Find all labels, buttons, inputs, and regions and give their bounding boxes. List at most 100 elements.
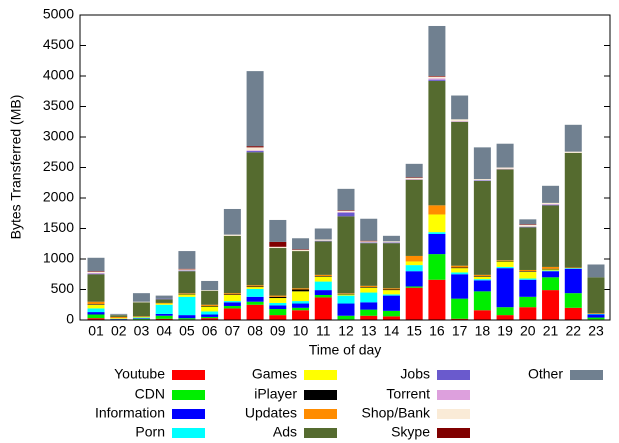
- x-tick-label: 05: [179, 323, 195, 339]
- bar-segment: [269, 248, 287, 296]
- bar-segment: [542, 185, 560, 203]
- bar-segment: [564, 151, 582, 153]
- bar-segment: [405, 179, 423, 256]
- bar-segment: [405, 177, 423, 180]
- bar-segment: [246, 296, 264, 302]
- y-tick-label: 3500: [43, 97, 74, 113]
- bar-segment: [451, 121, 469, 266]
- bar-segment: [201, 311, 219, 315]
- bar-segment: [451, 267, 469, 269]
- bar-segment: [473, 280, 491, 292]
- y-axis-label: Bytes Transferred (MB): [8, 95, 24, 240]
- bar-segment: [314, 276, 332, 277]
- bar-segment: [496, 261, 514, 267]
- bar-segment: [155, 298, 173, 300]
- bar-segment: [292, 251, 310, 289]
- bar-segment: [382, 294, 400, 296]
- bar-segment: [269, 295, 287, 297]
- bar-segment: [519, 307, 537, 320]
- bar-segment: [428, 233, 446, 255]
- bar-segment: [360, 240, 378, 242]
- bar-segment: [360, 242, 378, 244]
- bar-segment: [382, 310, 400, 317]
- bar-segment: [178, 269, 196, 271]
- bar-segment: [473, 279, 491, 281]
- bar-segment: [269, 241, 287, 247]
- bar-segment: [564, 293, 582, 308]
- x-tick-label: 12: [338, 323, 354, 339]
- bar-segment: [269, 315, 287, 320]
- bar-segment: [542, 204, 560, 206]
- bar-segment: [132, 318, 150, 320]
- bar-segment: [519, 271, 537, 279]
- bar-segment: [246, 147, 264, 151]
- bar-segment: [87, 271, 105, 272]
- x-tick-label: 02: [111, 323, 127, 339]
- legend-swatch: [437, 428, 470, 438]
- bar-segment: [405, 255, 423, 262]
- bar-segment: [360, 241, 378, 243]
- bar-segment: [292, 310, 310, 320]
- x-tick-label: 20: [520, 323, 536, 339]
- bar-segment: [360, 243, 378, 286]
- bar-segment: [428, 232, 446, 234]
- legend-label: Updates: [245, 405, 297, 421]
- bar-segment: [542, 269, 560, 271]
- bar-segment: [519, 219, 537, 225]
- bar-segment: [155, 315, 173, 319]
- bar-segment: [87, 257, 105, 272]
- bar-segment: [587, 313, 605, 314]
- bar-segment: [564, 268, 582, 269]
- bar-segment: [87, 318, 105, 320]
- bar-segment: [587, 314, 605, 318]
- bar-segment: [382, 235, 400, 242]
- bar-segment: [201, 316, 219, 319]
- bar-segment: [473, 147, 491, 180]
- bar-segment: [428, 214, 446, 233]
- bar-segment: [178, 318, 196, 320]
- bar-segment: [155, 299, 173, 303]
- legend-swatch: [304, 370, 337, 380]
- bar-segment: [519, 271, 537, 272]
- bar-segment: [314, 239, 332, 241]
- bar-segment: [451, 318, 469, 320]
- x-tick-label: 01: [88, 323, 104, 339]
- bar-segment: [519, 226, 537, 228]
- bar-segment: [519, 227, 537, 270]
- legend-swatch: [172, 370, 205, 380]
- bar-segment: [246, 285, 264, 287]
- bar-segment: [405, 286, 423, 288]
- bar-segment: [87, 314, 105, 319]
- bar-segment: [337, 293, 355, 294]
- bar-segment: [292, 249, 310, 250]
- bar-segment: [542, 204, 560, 205]
- bar-segment: [269, 309, 287, 316]
- legend-label: Shop/Bank: [362, 405, 431, 421]
- legend-label: Jobs: [400, 366, 430, 382]
- legend-label: Skype: [391, 424, 430, 440]
- bar-segment: [178, 268, 196, 270]
- bar-segment: [360, 287, 378, 288]
- bar-segment: [292, 307, 310, 311]
- x-tick-label: 03: [134, 323, 150, 339]
- legend-label: iPlayer: [254, 386, 297, 402]
- bar-segment: [519, 279, 537, 297]
- bar-segment: [314, 297, 332, 320]
- bar-segment: [428, 76, 446, 77]
- bar-segment: [87, 271, 105, 274]
- bar-segment: [223, 293, 241, 295]
- y-tick-label: 5000: [43, 6, 74, 22]
- bar-segment: [178, 296, 196, 316]
- bar-segment: [223, 294, 241, 295]
- x-tick-label: 08: [247, 323, 263, 339]
- bar-segment: [87, 304, 105, 305]
- bar-segment: [87, 274, 105, 302]
- bar-segment: [564, 268, 582, 294]
- legend-swatch: [437, 390, 470, 400]
- legend-swatch: [172, 390, 205, 400]
- bar-segment: [405, 261, 423, 266]
- bar-segment: [519, 278, 537, 280]
- bar-segment: [87, 308, 105, 313]
- bar-segment: [542, 268, 560, 270]
- bar-segment: [496, 268, 514, 308]
